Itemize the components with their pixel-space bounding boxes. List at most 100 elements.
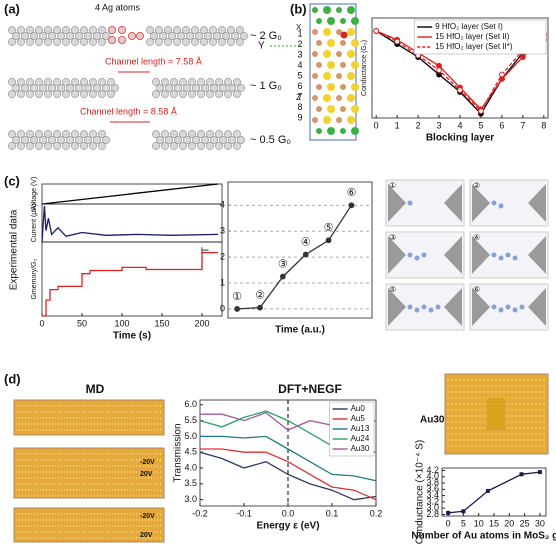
- atom: [62, 38, 70, 46]
- atom: [135, 32, 144, 41]
- atom: [44, 130, 52, 138]
- atom: [161, 78, 169, 86]
- point-label: ⑤: [324, 222, 334, 234]
- atom: [62, 78, 70, 86]
- data-point: [485, 488, 490, 493]
- data-point: [257, 304, 263, 311]
- atom: [323, 94, 331, 102]
- atom: [340, 62, 346, 68]
- atom: [152, 130, 160, 138]
- atom: [312, 7, 318, 13]
- atom: [233, 130, 241, 138]
- atom: [170, 130, 178, 138]
- atom: [491, 200, 497, 206]
- atom: [57, 84, 65, 92]
- atom: [84, 32, 92, 40]
- atom: [183, 84, 191, 92]
- layer-label: 7: [297, 91, 302, 101]
- electrode: [444, 184, 462, 222]
- atom: [498, 203, 504, 209]
- atom: [57, 32, 65, 40]
- atom: [183, 136, 191, 144]
- atom: [312, 29, 318, 35]
- atom: [80, 38, 88, 46]
- y-tick-label: 1: [220, 277, 225, 287]
- atom: [39, 84, 47, 92]
- atom: [316, 128, 322, 134]
- annotation: DFT+NEGF: [278, 382, 342, 396]
- legend-label: Au30: [351, 444, 370, 453]
- legend-label: 9 HfO₂ layer (Set I): [435, 22, 503, 31]
- voltage-label: -20V: [140, 513, 155, 520]
- atom: [233, 142, 241, 150]
- atom: [30, 32, 38, 40]
- atom: [164, 38, 172, 46]
- atom: [164, 26, 172, 34]
- atom: [512, 307, 518, 313]
- atom: [62, 26, 70, 34]
- x-tick-label: 30: [535, 518, 545, 528]
- atom: [210, 136, 218, 144]
- y-axis-label: Conductance (×10⁻⁴ S): [415, 440, 426, 544]
- atom: [26, 26, 34, 34]
- data-point: [325, 237, 332, 244]
- atom: [312, 117, 318, 123]
- legend-label: Au0: [351, 404, 366, 413]
- voltage-label: -20V: [140, 459, 155, 466]
- atom: [327, 17, 335, 25]
- atom: [48, 136, 56, 144]
- electrode: [472, 288, 490, 326]
- annotation: Channel length = 7.58 Å: [105, 56, 202, 66]
- plot-frame: [441, 467, 547, 517]
- legend-label: Au5: [351, 414, 366, 423]
- atom: [173, 26, 181, 34]
- atom: [150, 32, 158, 40]
- atom: [93, 84, 101, 92]
- atom: [8, 26, 16, 34]
- atom: [152, 142, 160, 150]
- atom: [327, 105, 335, 113]
- atom: [66, 136, 74, 144]
- x-tick-label: 5: [478, 120, 483, 130]
- atom: [498, 307, 504, 313]
- x-tick-label: 15: [489, 518, 499, 528]
- atom: [75, 136, 83, 144]
- atom: [347, 116, 355, 124]
- atom: [26, 142, 34, 150]
- atom: [44, 78, 52, 86]
- atom: [80, 130, 88, 138]
- y-axis-label: Gmemory/G₀: [31, 258, 38, 299]
- atom: [323, 72, 331, 80]
- data-point: [373, 28, 380, 34]
- atom: [44, 90, 52, 98]
- atom: [188, 90, 196, 98]
- atom: [336, 95, 342, 101]
- y-axis-label: T: [201, 247, 212, 253]
- atom: [237, 136, 245, 144]
- legend-box: [413, 19, 547, 55]
- data-point: [478, 108, 484, 114]
- atom: [421, 252, 427, 258]
- atom: [206, 142, 214, 150]
- atom: [35, 38, 43, 46]
- atom: [191, 26, 199, 34]
- atom: [71, 38, 79, 46]
- atom: [340, 18, 346, 24]
- plot-frame: [227, 181, 373, 319]
- atom: [336, 117, 342, 123]
- atom: [62, 130, 70, 138]
- data-point: [446, 510, 451, 515]
- atom: [8, 130, 16, 138]
- x-tick-label: 25: [520, 518, 530, 528]
- x-tick-label: 0: [39, 318, 44, 328]
- atom: [201, 136, 209, 144]
- atom: [347, 6, 355, 14]
- atom: [340, 84, 346, 90]
- atom: [102, 136, 110, 144]
- panel-label: (a): [4, 1, 20, 16]
- atom: [168, 32, 176, 40]
- series-line: [237, 204, 352, 310]
- atom: [62, 90, 70, 98]
- y-tick-label: 3.6: [426, 484, 439, 494]
- atom: [44, 26, 52, 34]
